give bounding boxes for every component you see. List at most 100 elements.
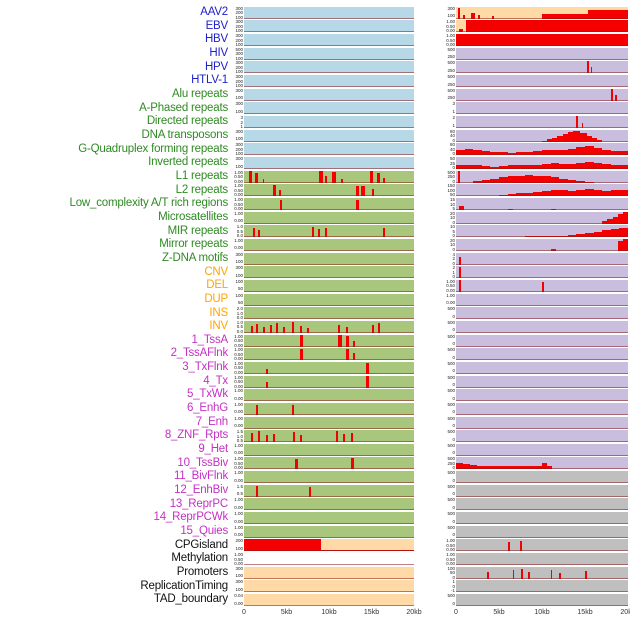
data-bar bbox=[567, 132, 573, 142]
data-bar bbox=[266, 434, 269, 443]
right-track-panel bbox=[456, 279, 628, 292]
data-bar bbox=[622, 211, 628, 224]
y-tick-label: 0.00 bbox=[234, 518, 243, 524]
y-tick-label: 0.00 bbox=[446, 287, 455, 293]
left-track-panel bbox=[244, 102, 414, 115]
y-axis-ticks: 100 50 0 bbox=[440, 566, 456, 579]
data-bar bbox=[346, 348, 350, 361]
right-track-panel bbox=[456, 293, 628, 306]
data-bar bbox=[346, 335, 350, 347]
data-bar bbox=[567, 234, 577, 238]
track-label: INS bbox=[209, 306, 228, 319]
y-tick-label: 100 bbox=[447, 13, 455, 19]
y-tick-label: 1.00 bbox=[446, 278, 455, 284]
y-tick-label: 0 bbox=[452, 368, 455, 374]
data-bar bbox=[366, 376, 369, 388]
track-row: DUP 100 50 1.00 0.00 bbox=[0, 293, 630, 307]
data-bar bbox=[481, 151, 491, 156]
track-label: 13_ReprPC bbox=[169, 497, 228, 510]
y-tick-label: 0 bbox=[452, 165, 455, 171]
y-tick-label: 0.0 bbox=[236, 315, 243, 321]
y-tick-label: 100 bbox=[235, 292, 243, 298]
data-bar bbox=[581, 122, 584, 129]
y-axis-ticks: 500 250 bbox=[440, 61, 456, 73]
left-track-panel bbox=[244, 512, 414, 525]
right-track-panel bbox=[456, 389, 628, 402]
data-bar bbox=[617, 240, 623, 251]
y-axis-ticks: 1.00 0.00 bbox=[228, 443, 244, 456]
track-row: Microsatellites 1.00 0.00 20 10 0 bbox=[0, 211, 630, 225]
data-bar bbox=[542, 281, 545, 292]
data-bar bbox=[559, 572, 561, 579]
y-tick-label: 1.00 bbox=[234, 415, 243, 421]
left-track-panel bbox=[244, 88, 414, 101]
x-tick-label: 0 bbox=[454, 608, 458, 616]
data-bar bbox=[579, 132, 587, 142]
y-tick-label: 500 bbox=[447, 442, 455, 448]
data-bar bbox=[457, 170, 460, 183]
data-bar bbox=[610, 164, 620, 170]
data-bar bbox=[249, 171, 253, 183]
left-track-panel bbox=[244, 293, 414, 306]
data-bar bbox=[255, 486, 258, 497]
track-row: Alu repeats 300 100 500 250 bbox=[0, 88, 630, 102]
data-bar bbox=[262, 326, 265, 333]
data-bar bbox=[622, 238, 628, 251]
data-bar bbox=[312, 227, 315, 238]
y-axis-ticks: 1.00 0.50 0.00 bbox=[228, 374, 244, 388]
y-axis-ticks: 500 0 bbox=[440, 348, 456, 360]
track-label: DNA transposons bbox=[141, 128, 229, 141]
y-axis-ticks: 1.00 0.50 0.00 bbox=[440, 553, 456, 566]
track-row: 1_TssA 1.00 0.50 0.00 500 0 bbox=[0, 334, 630, 348]
y-axis-ticks: 500 0 bbox=[440, 320, 456, 333]
y-tick-label: 0 bbox=[452, 274, 455, 280]
y-tick-label: 1.00 bbox=[234, 374, 243, 380]
y-tick-label: 3 bbox=[452, 101, 455, 107]
y-tick-label: 250 bbox=[447, 81, 455, 87]
data-bar bbox=[507, 165, 517, 170]
y-tick-label: 1.5 bbox=[236, 483, 243, 489]
y-axis-ticks: 500 0 bbox=[440, 375, 456, 388]
data-bar bbox=[469, 465, 477, 470]
y-tick-label: 0.50 bbox=[234, 365, 243, 371]
track-label: HPV bbox=[204, 60, 228, 73]
data-bar bbox=[559, 150, 568, 156]
data-bar bbox=[507, 194, 517, 197]
data-bar bbox=[576, 190, 585, 197]
data-bar bbox=[619, 190, 628, 197]
y-axis-ticks: 500 0 bbox=[440, 594, 456, 606]
x-tick-label: 5kb bbox=[280, 608, 293, 616]
y-axis-ticks: 1 0 -1 bbox=[440, 580, 456, 593]
y-tick-label: 2 bbox=[452, 265, 455, 271]
track-row: 11_BivFlnk 1.00 0.00 500 0 bbox=[0, 470, 630, 484]
data-bar bbox=[473, 165, 482, 170]
left-track-panel bbox=[244, 361, 414, 374]
right-track-panel bbox=[456, 75, 628, 88]
data-bar bbox=[610, 190, 620, 197]
y-tick-label: 0 bbox=[452, 436, 455, 442]
data-bar bbox=[524, 151, 534, 156]
x-tick-label: 10kb bbox=[321, 608, 337, 616]
data-bar bbox=[524, 236, 534, 238]
track-label: 6_EnhG bbox=[187, 402, 228, 415]
track-label: TAD_boundary bbox=[153, 593, 228, 606]
y-axis-ticks: 10 5 0 bbox=[440, 225, 456, 238]
data-bar bbox=[576, 163, 585, 170]
data-bar bbox=[458, 257, 462, 265]
data-bar bbox=[516, 175, 525, 183]
y-tick-label: 300 bbox=[235, 142, 243, 148]
data-bar bbox=[253, 227, 256, 238]
data-bar bbox=[376, 172, 380, 183]
y-tick-label: 500 bbox=[447, 415, 455, 421]
y-tick-label: 1.00 bbox=[446, 19, 455, 25]
y-tick-label: 0.00 bbox=[234, 218, 243, 224]
y-tick-label: 300 bbox=[235, 5, 243, 11]
data-bar bbox=[547, 465, 553, 470]
data-bar bbox=[459, 29, 463, 33]
y-tick-label: 0.00 bbox=[234, 206, 243, 212]
y-axis-ticks: 500 0 bbox=[440, 484, 456, 497]
y-axis-ticks: 1.00 0.50 0.00 bbox=[228, 334, 244, 347]
y-tick-label: 50 bbox=[237, 286, 243, 292]
left-track-panel bbox=[244, 211, 414, 224]
